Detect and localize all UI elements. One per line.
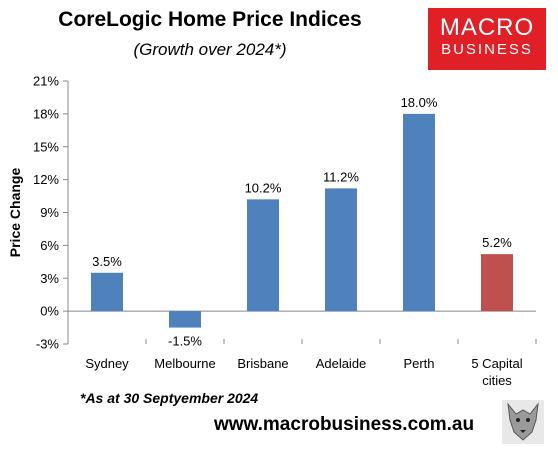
- logo-line2: BUSINESS: [441, 41, 533, 58]
- y-tick-label: 21%: [33, 74, 59, 89]
- bar: [325, 188, 357, 312]
- y-tick-label: 3%: [40, 271, 59, 286]
- bar: [169, 311, 201, 328]
- website-url: www.macrobusiness.com.au: [214, 414, 475, 435]
- data-label: 5.2%: [482, 235, 512, 250]
- y-tick-label: 12%: [33, 172, 59, 187]
- bar: [91, 272, 123, 312]
- y-tick-label: 0%: [40, 304, 59, 319]
- y-axis-title: Price Change: [7, 168, 23, 258]
- wolf-mascot-icon: [502, 400, 544, 444]
- chart-subtitle: (Growth over 2024*): [133, 40, 287, 59]
- category-label: Sydney: [85, 356, 129, 371]
- data-label: 11.2%: [323, 169, 359, 184]
- y-tick-label: 6%: [40, 238, 59, 253]
- category-label: Brisbane: [237, 356, 288, 371]
- logo-line1: MACRO: [439, 14, 535, 41]
- data-label: 3.5%: [92, 254, 122, 269]
- macrobusiness-logo: MACRO BUSINESS: [428, 8, 546, 70]
- data-label: 18.0%: [401, 95, 438, 110]
- data-label: 10.2%: [245, 180, 282, 195]
- y-tick-label: -3%: [36, 337, 60, 352]
- category-label: 5 Capital: [471, 356, 522, 371]
- category-label: Adelaide: [316, 356, 367, 371]
- bar-chart: -3% 0% 3% 6% 9% 12% 15% 18% 21% 3.5% Sydney -1.5% Me…: [7, 74, 537, 388]
- y-tick-label: 18%: [33, 106, 59, 121]
- bar: [403, 113, 435, 312]
- category-label: Melbourne: [154, 356, 215, 371]
- data-label: -1.5%: [168, 334, 202, 349]
- bar: [481, 254, 513, 312]
- y-tick-label: 15%: [33, 139, 59, 154]
- y-tick-label: 9%: [40, 205, 59, 220]
- chart-title: CoreLogic Home Price Indices: [58, 8, 362, 31]
- category-label: cities: [482, 373, 512, 388]
- category-label: Perth: [403, 356, 434, 371]
- bar: [247, 199, 279, 312]
- footnote: *As at 30 Septyember 2024: [80, 390, 259, 406]
